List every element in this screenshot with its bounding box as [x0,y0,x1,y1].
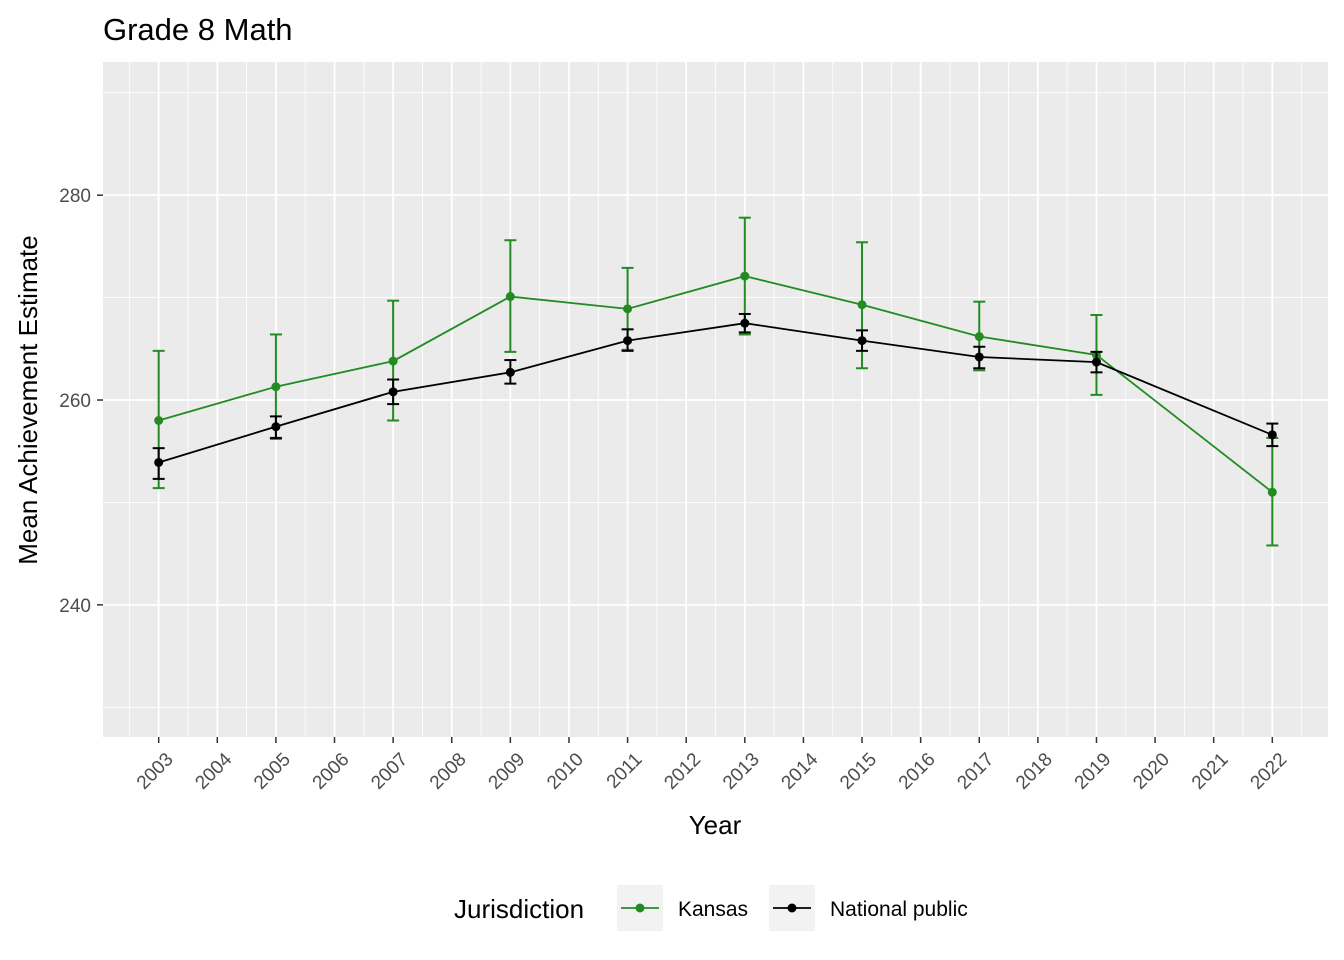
x-tick-label: 2015 [836,749,881,794]
data-point [974,332,984,342]
x-axis: 2003 2004 2005 2006 2007 2008 2009 2010 2011 2012… [133,737,1291,794]
data-point [388,387,398,397]
legend-label: Kansas [678,898,748,921]
data-point [388,356,398,366]
x-tick-label: 2016 [895,749,940,794]
x-tick-label: 2004 [191,749,236,794]
series-line-national-public [158,322,1273,464]
grid [103,62,1328,737]
y-axis-label: Mean Achievement Estimate [13,235,43,565]
x-tick-label: 2005 [250,749,295,794]
x-tick-label: 2010 [543,749,588,794]
data-point [857,336,867,346]
data-point [740,318,750,328]
x-tick-label: 2007 [367,749,412,794]
series-national-public [152,312,1279,480]
x-tick-label: 2003 [133,749,178,794]
legend-label: National public [830,898,968,921]
y-tick-label: 260 [59,391,91,412]
data-point [1091,357,1101,367]
data-point [505,367,515,377]
data-point [154,457,164,467]
x-tick-label: 2011 [603,749,647,793]
legend-title: Jurisdiction [454,894,584,924]
x-tick-label: 2017 [953,749,998,794]
series-kansas [152,216,1279,547]
series-line-kansas [158,275,1273,493]
chart-title: Grade 8 Math [103,12,293,47]
data-point [271,382,281,392]
data-point [740,271,750,281]
y-tick-label: 280 [59,186,91,207]
legend-item-national-public: National public [769,885,968,931]
x-tick-label: 2008 [426,749,471,794]
x-axis-label: Year [689,810,742,840]
data-point [1267,430,1277,440]
x-tick-label: 2006 [309,749,354,794]
y-axis: 240 260 280 [59,186,103,617]
data-point [154,415,164,425]
data-point [623,336,633,346]
data-point [857,300,867,310]
x-tick-label: 2014 [778,749,823,794]
x-tick-label: 2022 [1247,749,1292,794]
x-tick-label: 2019 [1071,749,1116,794]
x-tick-label: 2021 [1188,749,1233,794]
legend-item-kansas: Kansas [617,885,748,931]
x-tick-label: 2009 [485,749,530,794]
data-point [505,292,515,302]
legend-key-point [787,903,797,913]
data-point [271,422,281,432]
data-point [623,304,633,314]
legend-key-point [635,903,645,913]
data-point [1267,487,1277,497]
series-layer [152,216,1279,547]
y-tick-label: 240 [59,596,91,617]
legend: Jurisdiction Kansas National public [454,885,968,931]
x-tick-label: 2013 [719,749,764,794]
data-point [974,352,984,362]
x-tick-label: 2012 [660,749,705,794]
x-tick-label: 2020 [1129,749,1174,794]
x-tick-label: 2018 [1012,749,1057,794]
